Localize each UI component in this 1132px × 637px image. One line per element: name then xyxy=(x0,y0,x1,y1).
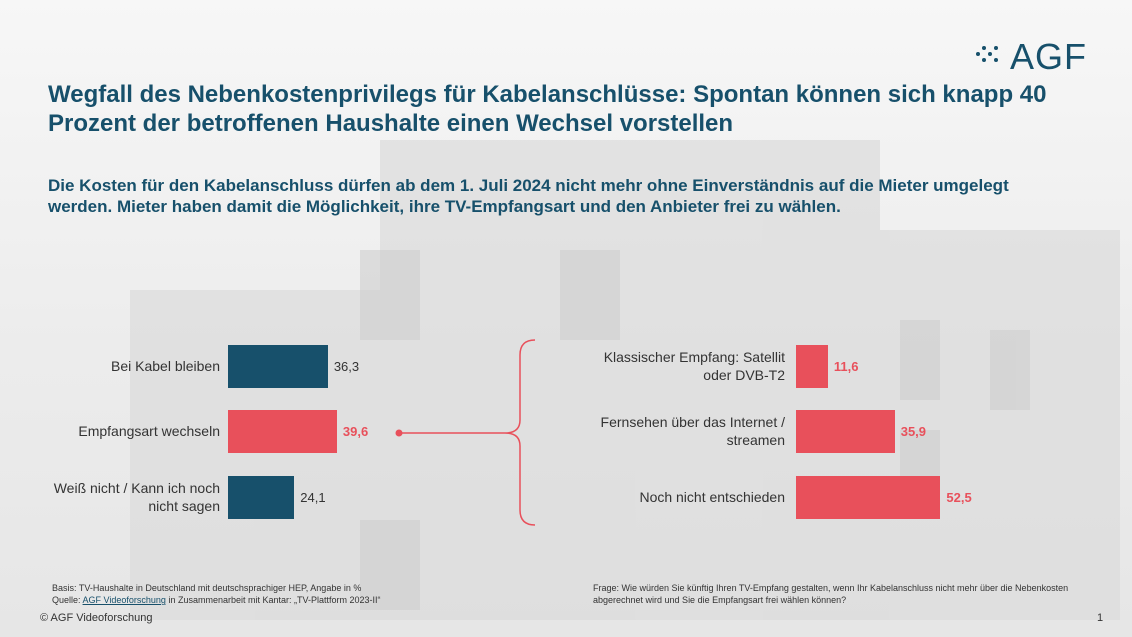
basis: Basis: TV-Haushalte in Deutschland mit d… xyxy=(52,583,362,593)
bar xyxy=(228,344,328,388)
copyright: © AGF Videoforschung xyxy=(40,612,153,624)
value-label: 52,5 xyxy=(946,489,972,505)
value-label: 36,3 xyxy=(333,358,360,374)
value-label: 11,6 xyxy=(833,358,859,374)
value-label: 24,1 xyxy=(300,489,326,505)
source-prefix: Quelle: xyxy=(52,595,81,605)
footnote: Basis: TV-Haushalte in Deutschland mit d… xyxy=(52,582,502,606)
source-link[interactable]: AGF Videoforschung xyxy=(82,595,166,605)
subtitle: Die Kosten für den Kabelanschluss dürfen… xyxy=(48,176,1009,216)
value-label: 35,9 xyxy=(900,423,927,439)
bar xyxy=(796,409,895,453)
category-label: Bei Kabel bleiben xyxy=(111,358,220,374)
bar xyxy=(228,475,295,519)
category-label: Noch nicht entschieden xyxy=(639,489,785,505)
category-label: Weiß nicht / Kann ich noch nicht sagen xyxy=(53,480,220,514)
question: Frage: Wie würden Sie künftig Ihren TV-E… xyxy=(593,583,1069,605)
source: Quelle: AGF Videoforschung in Zusammenar… xyxy=(52,594,502,606)
category-label: Fernsehen über das Internet / streamen xyxy=(600,414,785,448)
source-suffix: in Zusammenarbeit mit Kantar: „TV-Plattf… xyxy=(168,595,381,605)
bar xyxy=(228,409,337,453)
page-number: 1 xyxy=(1097,612,1104,624)
category-label: Klassischer Empfang: Satellit oder DVB-T… xyxy=(603,349,785,383)
logo: AGF xyxy=(1010,36,1088,77)
title: Wegfall des Nebenkostenprivilegs für Kab… xyxy=(48,81,1047,137)
category-label: Empfangsart wechseln xyxy=(78,423,220,439)
value-label: 39,6 xyxy=(342,423,369,439)
bar xyxy=(796,344,828,388)
bar xyxy=(796,475,941,519)
